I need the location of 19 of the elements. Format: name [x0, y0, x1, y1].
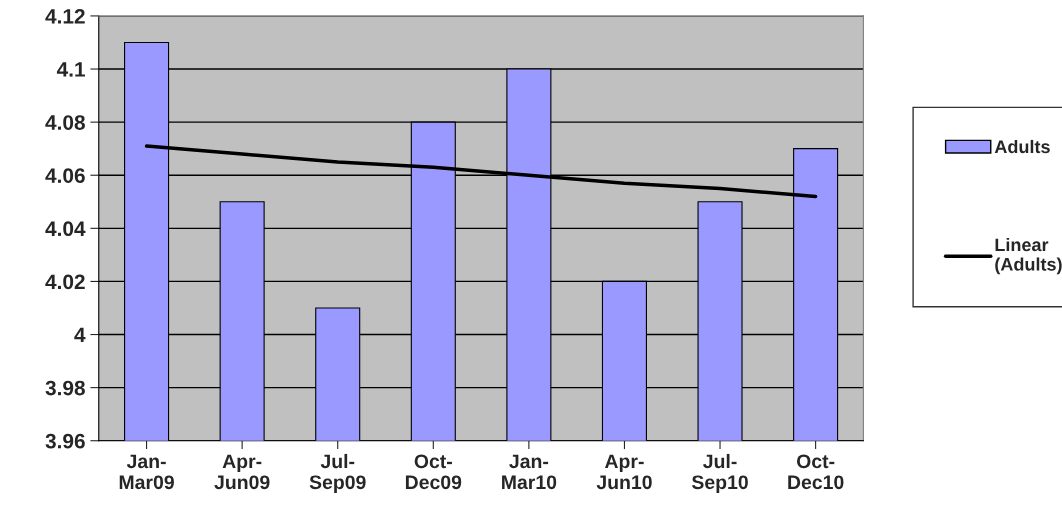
legend-label: Adults: [994, 139, 1050, 154]
y-tick-label: 4.04: [45, 221, 86, 237]
x-tick-label: Jan-Mar09: [119, 454, 174, 490]
x-tick-label: Apr-Jun09: [214, 454, 270, 490]
y-tick-label: 4.12: [45, 8, 85, 24]
y-tick-label: 3.98: [45, 380, 85, 396]
y-tick-label: 4.06: [45, 168, 85, 183]
y-tick-label: 4.08: [45, 115, 85, 130]
x-tick-label: Jan-Mar10: [502, 454, 557, 490]
y-tick-label: 3.96: [45, 433, 85, 449]
x-tick-label: Apr-Jun10: [596, 454, 652, 490]
x-tick-label: Oct-Dec09: [405, 454, 462, 490]
x-tick-label: Jul-Sep10: [691, 453, 748, 493]
y-tick-label: 4.1: [56, 62, 85, 77]
y-tick-label: 4: [74, 327, 86, 343]
x-tick-label: Jul-Sep09: [309, 453, 366, 493]
x-tick-label: Oct-Dec10: [788, 454, 844, 490]
y-tick-label: 4.02: [45, 274, 85, 290]
legend-label: Linear (Adults): [995, 237, 1062, 275]
